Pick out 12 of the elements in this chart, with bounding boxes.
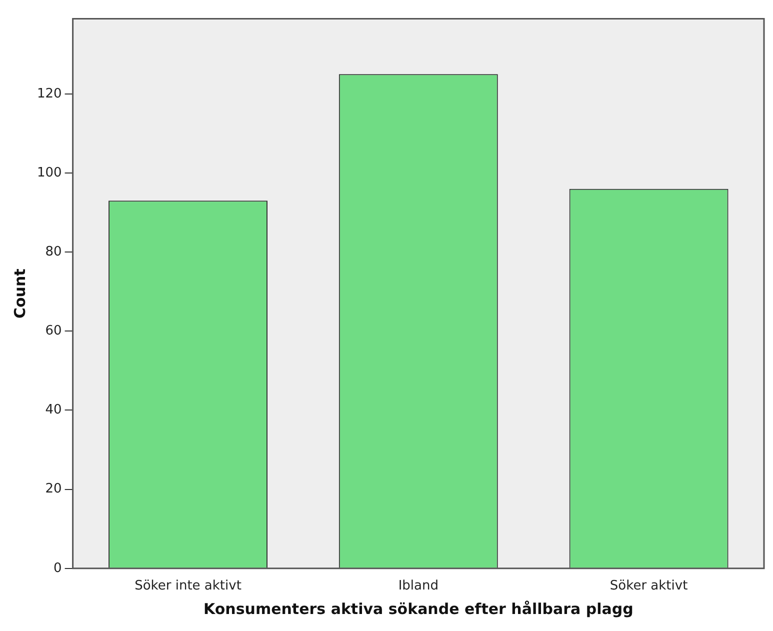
y-tick-label: 20 [45, 482, 62, 497]
y-tick-label: 80 [45, 244, 62, 260]
y-tick-label: 60 [45, 324, 62, 339]
y-tick-label: 100 [36, 165, 62, 180]
x-tick-label: Söker inte aktivt [134, 578, 242, 594]
x-tick-label: Ibland [398, 578, 438, 594]
y-tick-label: 120 [36, 86, 62, 102]
y-tick-label: 0 [54, 560, 62, 576]
x-axis-title: Konsumenters aktiva sökande efter hållbara plagg [203, 600, 634, 618]
x-tick-label: Söker aktivt [610, 578, 688, 594]
y-axis-title: Count [10, 268, 29, 319]
y-tick-label: 40 [45, 402, 62, 418]
